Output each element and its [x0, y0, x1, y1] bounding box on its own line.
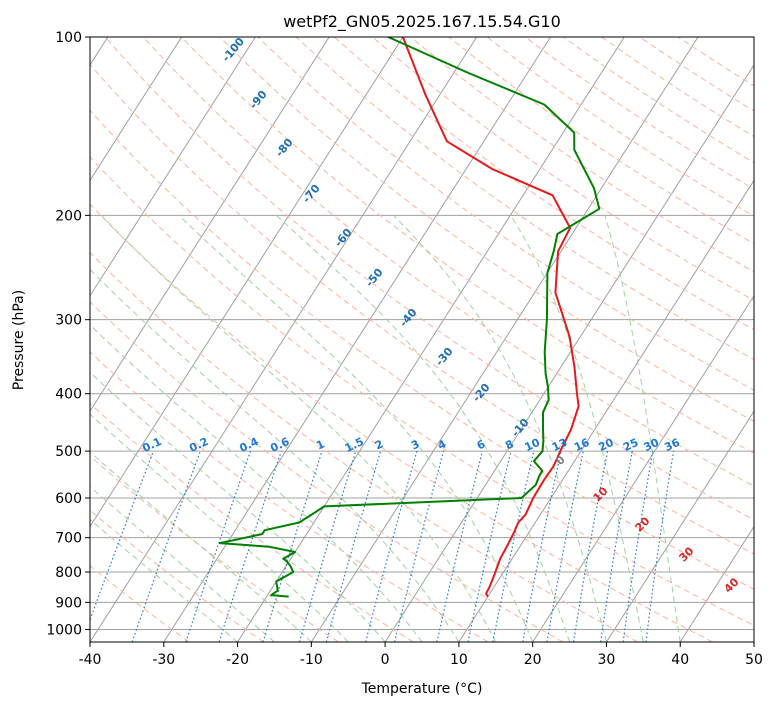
y-tick-label: 900: [55, 595, 82, 611]
x-tick-label: 20: [524, 652, 542, 668]
x-tick-label: -40: [79, 652, 102, 668]
y-tick-label: 700: [55, 531, 82, 547]
x-axis-label: Temperature (°C): [361, 681, 483, 697]
x-tick-label: -20: [226, 652, 249, 668]
y-tick-label: 600: [55, 491, 82, 507]
x-tick-label: -30: [152, 652, 175, 668]
x-tick-label: 50: [745, 652, 763, 668]
x-tick-label: -10: [300, 652, 323, 668]
y-tick-label: 800: [55, 565, 82, 581]
x-tick-label: 30: [598, 652, 616, 668]
x-tick-label: 10: [450, 652, 468, 668]
y-axis-label: Pressure (hPa): [11, 290, 27, 390]
y-tick-label: 100: [55, 30, 82, 46]
x-tick-label: 0: [381, 652, 390, 668]
y-tick-label: 300: [55, 313, 82, 329]
x-tick-label: 40: [671, 652, 689, 668]
y-tick-label: 500: [55, 444, 82, 460]
chart-title: wetPf2_GN05.2025.167.15.54.G10: [283, 12, 561, 32]
y-tick-label: 200: [55, 208, 82, 224]
y-tick-label: 1000: [46, 622, 82, 638]
y-tick-label: 400: [55, 387, 82, 403]
